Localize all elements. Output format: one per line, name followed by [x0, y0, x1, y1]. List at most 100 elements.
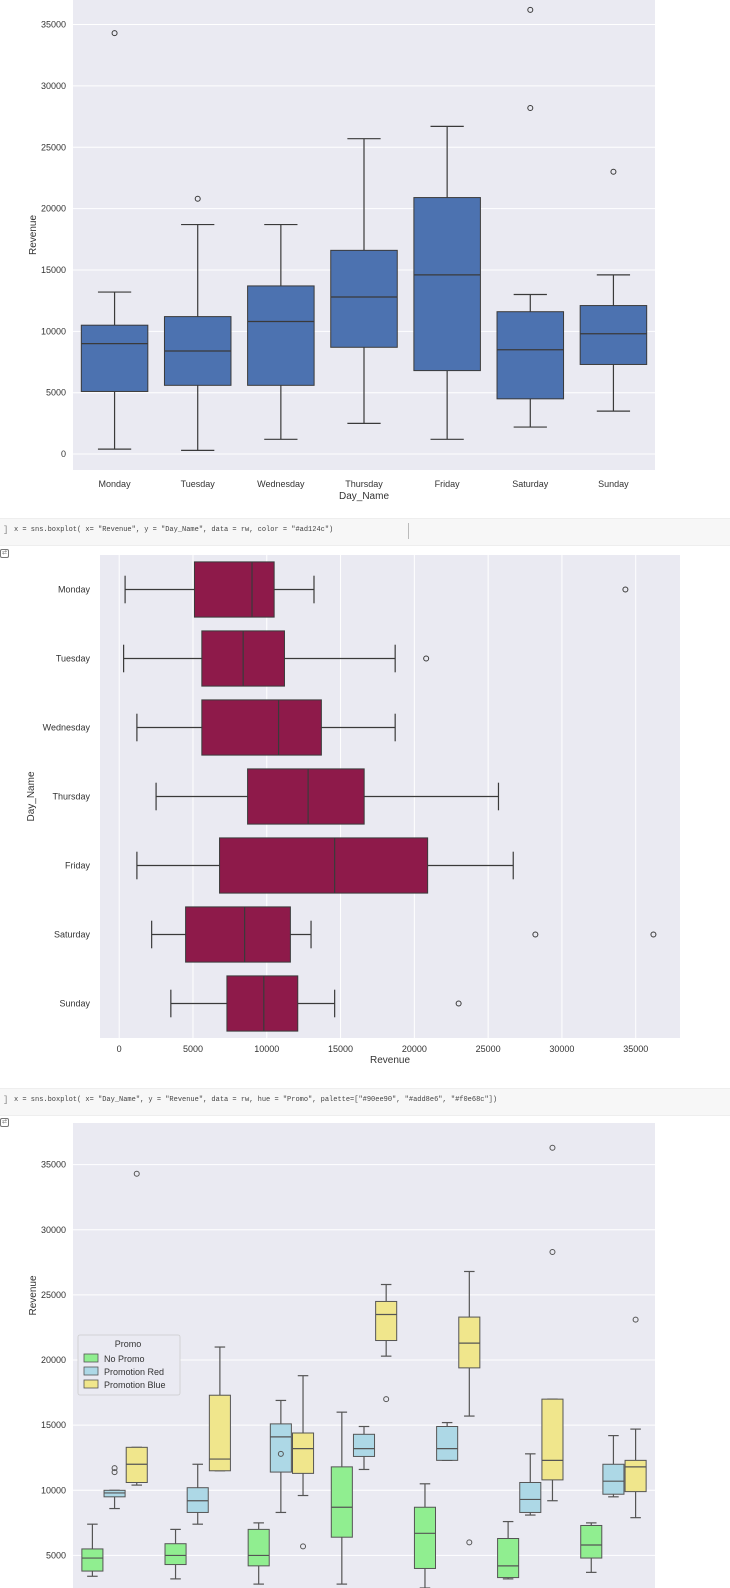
y-tick-label: 30000	[41, 1225, 66, 1235]
y-axis-label: Day_Name	[26, 771, 37, 821]
box-promotion-red-box	[519, 1481, 542, 1513]
box-tuesday-outlier	[194, 195, 201, 202]
legend-label: No Promo	[104, 1354, 145, 1364]
y-tick-label: 25000	[41, 1290, 66, 1300]
box-no-promo-box	[330, 1466, 353, 1538]
box-no-promo-box	[164, 1543, 187, 1566]
output-toggle-icon[interactable]: ⇄	[0, 549, 9, 558]
box-promotion-blue-outlier	[549, 1248, 556, 1255]
y-tick-label: 5000	[46, 1550, 66, 1560]
box-wednesday-box	[247, 285, 315, 386]
y-tick-label: 10000	[41, 1485, 66, 1495]
y-tick-label: Thursday	[52, 792, 90, 802]
y-tick-label: Sunday	[59, 999, 90, 1009]
code-cell-source[interactable]: x = sns.boxplot( x= "Day_Name", y = "Rev…	[14, 1096, 498, 1104]
box-monday-box	[80, 324, 149, 392]
box-sunday-box	[226, 975, 299, 1032]
box-saturday-outlier	[532, 931, 539, 938]
box-promotion-blue-box	[458, 1316, 481, 1369]
y-tick-label: 35000	[41, 1160, 66, 1170]
box-promotion-red-box	[103, 1489, 126, 1498]
box-friday-box	[219, 837, 429, 894]
legend-swatch	[83, 1379, 99, 1389]
box-promotion-red-box	[436, 1425, 459, 1461]
box-no-promo-box	[580, 1524, 603, 1559]
legend-swatch	[83, 1353, 99, 1363]
box-promotion-red-outlier	[277, 1450, 284, 1457]
box-saturday-outlier	[650, 931, 657, 938]
x-tick-label: 25000	[476, 1044, 501, 1054]
box-promotion-blue-box	[208, 1394, 231, 1472]
legend-label: Promotion Red	[104, 1367, 164, 1377]
legend-box	[77, 1334, 181, 1396]
box-saturday-outlier	[527, 6, 534, 13]
box-promotion-blue-outlier	[300, 1543, 307, 1550]
box-promotion-blue-box	[541, 1398, 564, 1481]
x-tick-label: Saturday	[512, 479, 549, 489]
box-sunday-outlier	[455, 1000, 462, 1007]
code-cell-source[interactable]: x = sns.boxplot( x= "Revenue", y = "Day_…	[14, 526, 334, 534]
x-tick-label: Wednesday	[257, 479, 305, 489]
box-promotion-blue-outlier	[383, 1396, 390, 1403]
x-tick-label: Tuesday	[181, 479, 216, 489]
box-promotion-blue-box	[624, 1459, 647, 1493]
box-monday-outlier	[622, 586, 629, 593]
x-tick-label: 20000	[402, 1044, 427, 1054]
y-tick-label: 15000	[41, 1420, 66, 1430]
boxplot-revenue-by-day-promo: 5000 10000 15000 20000 25000 30000 35000 Revenu…	[28, 1123, 655, 1588]
box-saturday-box	[496, 311, 565, 400]
box-promotion-blue-box	[291, 1432, 315, 1474]
box-promotion-red-box	[352, 1433, 376, 1457]
box-promotion-blue-outlier	[133, 1170, 140, 1177]
code-cell-1[interactable]: ] x = sns.boxplot( x= "Revenue", y = "Da…	[0, 518, 730, 546]
legend-label: Promotion Blue	[104, 1380, 166, 1390]
code-cell-bracket: ]	[3, 1095, 9, 1105]
box-tuesday-outlier	[423, 655, 430, 662]
x-tick-label: Monday	[99, 479, 132, 489]
box-sunday-outlier	[610, 168, 617, 175]
box-monday-outlier	[111, 30, 118, 37]
x-tick-label: 10000	[254, 1044, 279, 1054]
box-thursday-box	[247, 768, 365, 825]
x-axis-label: Day_Name	[339, 491, 389, 502]
box-no-promo-box	[247, 1528, 270, 1567]
x-tick-label: Thursday	[345, 479, 383, 489]
x-tick-label: Sunday	[598, 479, 629, 489]
box-friday-box	[413, 197, 481, 372]
box-promotion-red-box	[602, 1463, 625, 1495]
output-toggle-icon[interactable]: ⇄	[0, 1118, 9, 1127]
x-tick-label: Friday	[435, 479, 461, 489]
box-saturday-outlier	[527, 104, 534, 111]
legend-swatch	[83, 1366, 99, 1376]
y-tick-label: 20000	[41, 204, 66, 214]
y-tick-label: 30000	[41, 81, 66, 91]
legend-title: Promo	[115, 1339, 142, 1349]
y-axis-label: Revenue	[28, 1275, 39, 1315]
boxplot-day-by-revenue-horizontal: 0 5000 10000 15000 20000 25000 30000 35000 Monda…	[26, 555, 680, 1066]
box-monday-box	[193, 561, 275, 618]
x-tick-label: 5000	[183, 1044, 203, 1054]
box-wednesday-box	[201, 699, 322, 756]
box-saturday-box	[185, 906, 291, 963]
box-promotion-blue-outlier	[549, 1144, 556, 1151]
box-promotion-blue-box	[125, 1446, 148, 1483]
code-cell-2[interactable]: ] x = sns.boxplot( x= "Day_Name", y = "R…	[0, 1088, 730, 1116]
y-tick-label: 25000	[41, 142, 66, 152]
y-tick-label: Saturday	[54, 930, 91, 940]
box-promotion-red-box	[186, 1487, 209, 1513]
box-promotion-blue-outlier	[466, 1539, 473, 1546]
box-promotion-blue-box	[375, 1300, 398, 1342]
box-no-promo-box	[81, 1548, 104, 1572]
y-tick-label: 20000	[41, 1355, 66, 1365]
x-axis-label: Revenue	[370, 1055, 410, 1066]
boxplot-revenue-by-day: 0 5000 10000 15000 20000 25000 30000 35000 Monda…	[28, 0, 655, 502]
y-tick-label: 15000	[41, 265, 66, 275]
y-tick-label: Tuesday	[56, 654, 91, 664]
y-tick-label: 35000	[41, 20, 66, 30]
y-tick-label: 0	[61, 449, 66, 459]
y-tick-label: Monday	[58, 585, 91, 595]
y-axis-label: Revenue	[28, 215, 39, 255]
box-no-promo-box	[497, 1538, 520, 1579]
x-tick-label: 30000	[549, 1044, 574, 1054]
code-cursor	[408, 523, 409, 539]
